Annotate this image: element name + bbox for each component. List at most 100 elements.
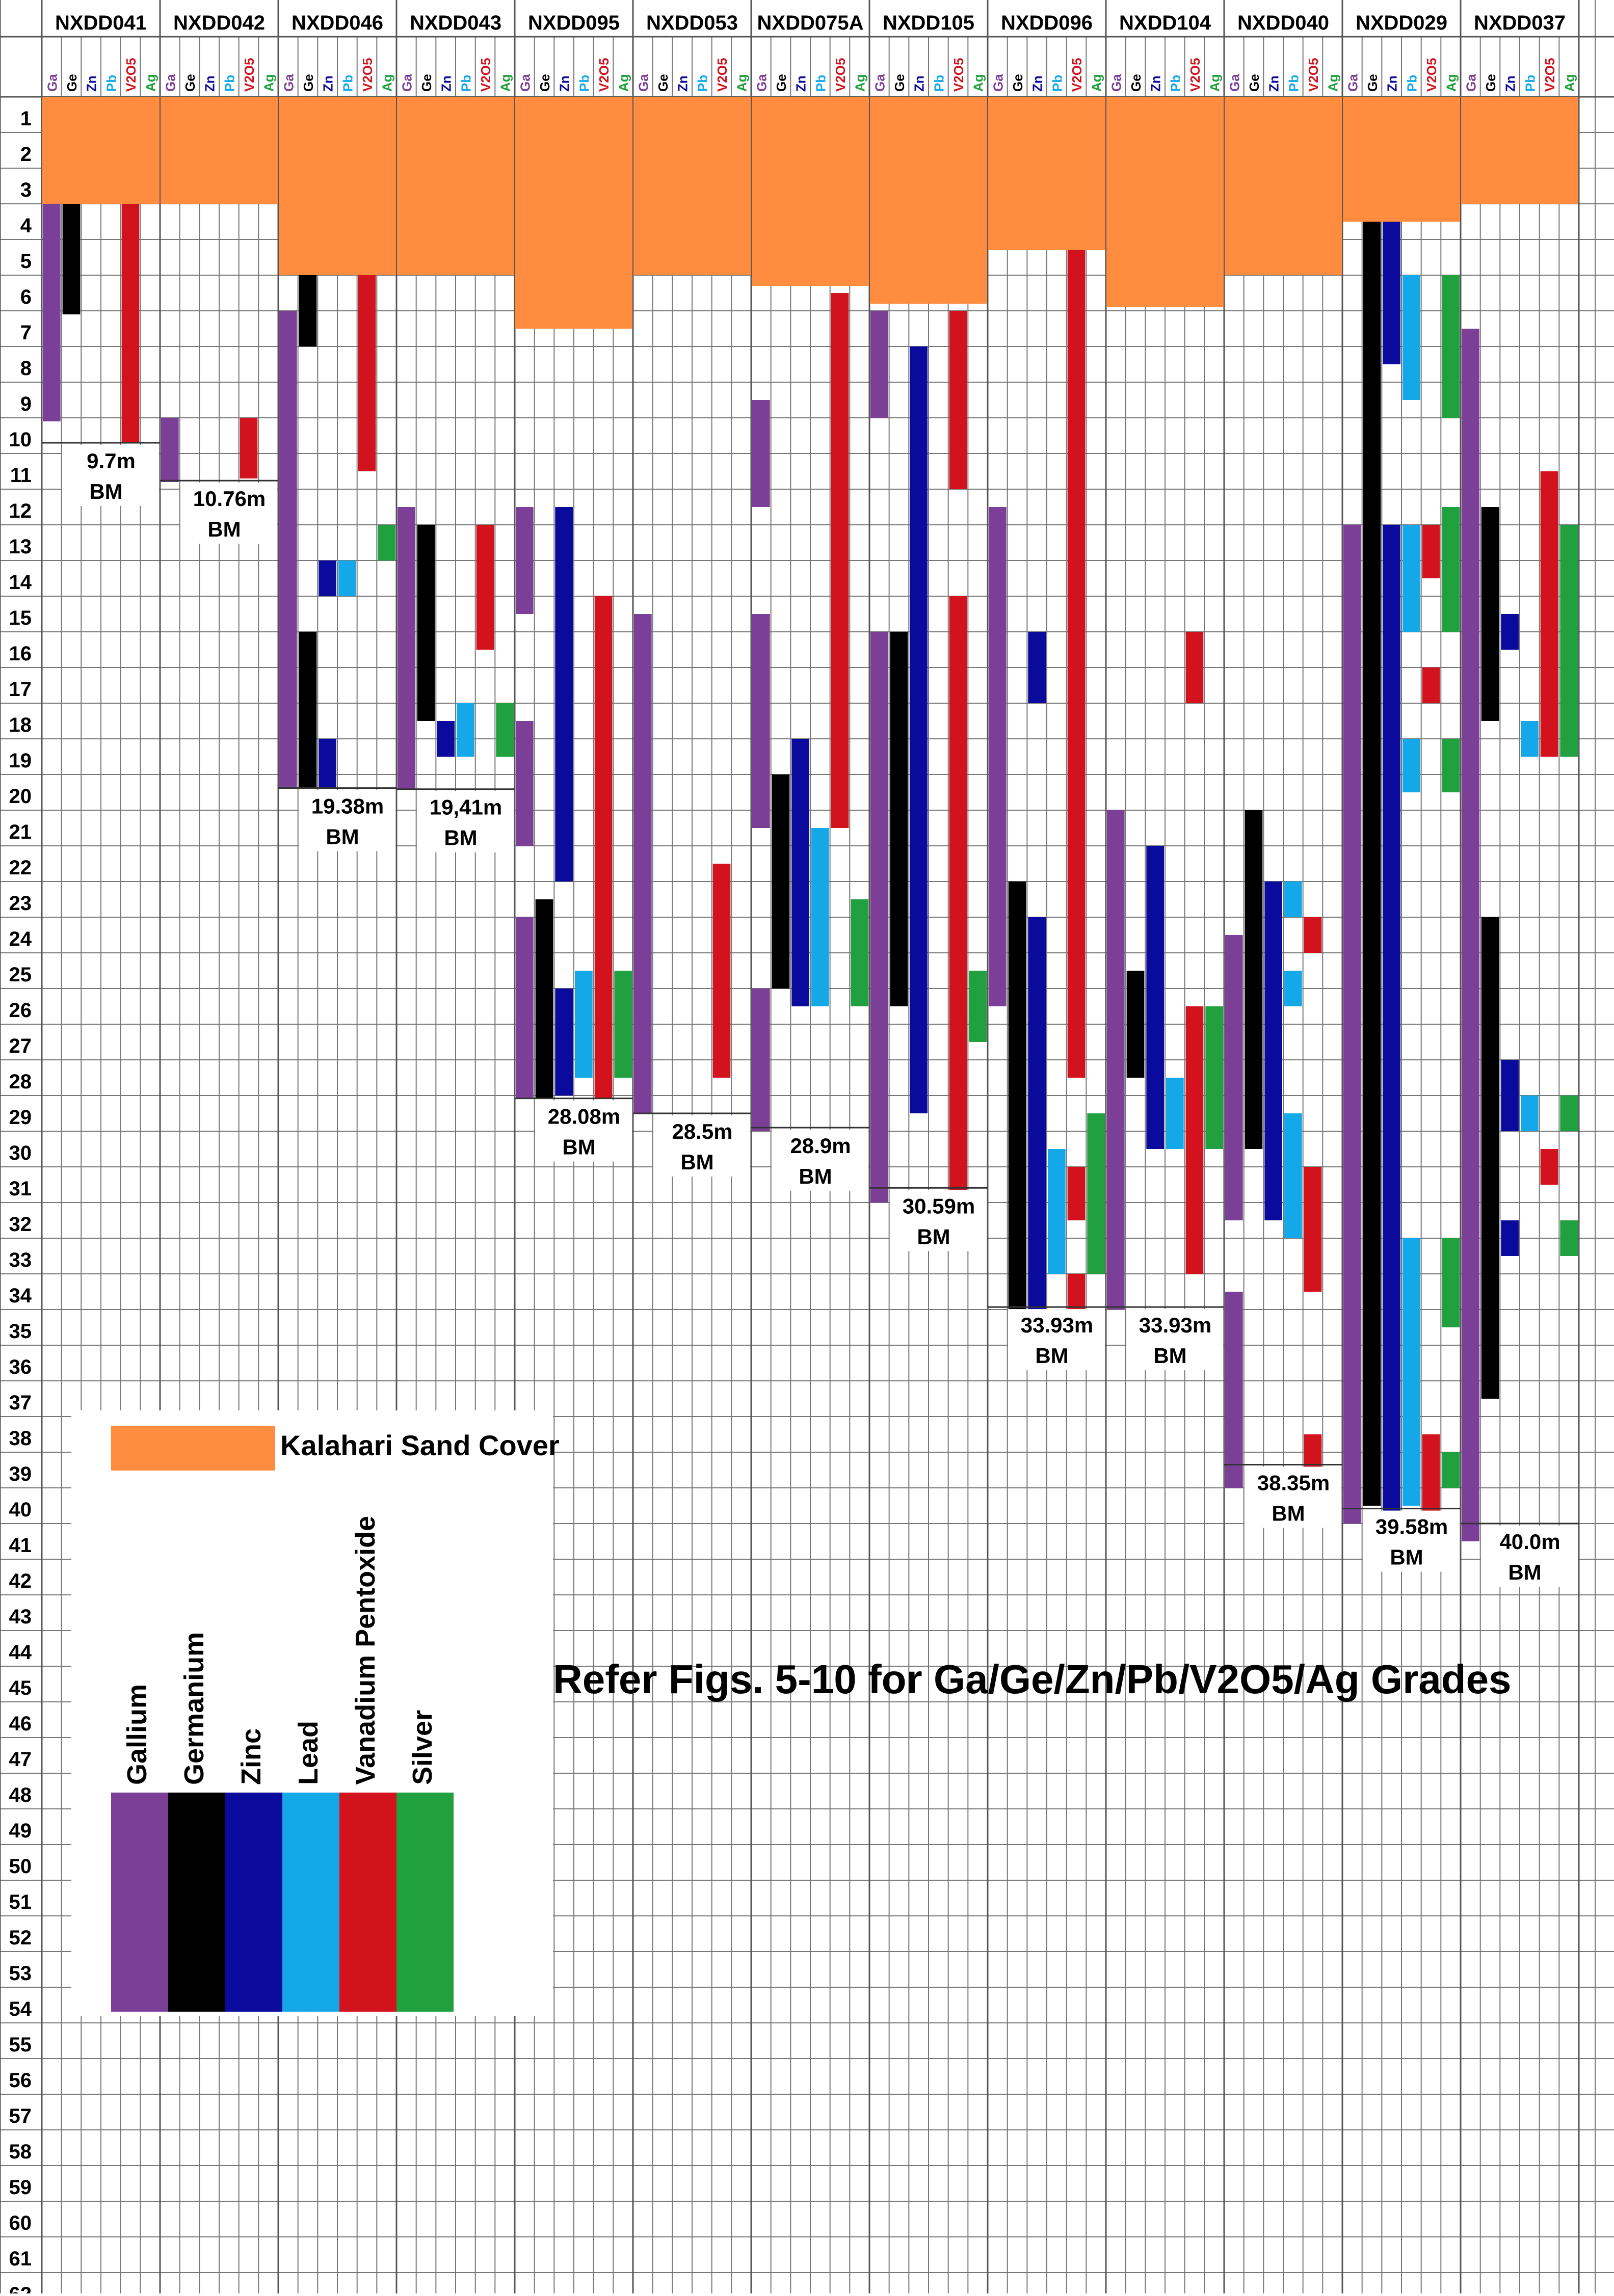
element-column-label: Ag xyxy=(1562,74,1577,92)
element-column-label: Ga xyxy=(44,74,60,92)
depth-tick-label: 35 xyxy=(9,1320,32,1343)
bm-label: BM xyxy=(89,479,122,503)
element-column-label: Ge xyxy=(1483,74,1498,92)
legend-label-text: Silver xyxy=(407,1710,438,1785)
legend-swatch-germanium xyxy=(168,1793,225,2012)
hole-id-label: NXDD053 xyxy=(646,12,738,34)
element-column-label: V2O5 xyxy=(123,58,139,92)
depth-tick-label: 1 xyxy=(20,108,32,130)
element-column-label: Ga xyxy=(1463,74,1478,92)
element-column-label: Ga xyxy=(281,74,296,92)
element-column-label: Ge xyxy=(64,74,80,92)
element-column-label: Ga xyxy=(1108,74,1124,92)
depth-tick-label: 54 xyxy=(9,1998,32,2020)
depth-tick-label: 57 xyxy=(9,2105,32,2127)
eoh-label-bg xyxy=(890,1190,987,1251)
hole-id-label: NXDD105 xyxy=(883,12,974,34)
interval-bar-ga xyxy=(752,614,770,828)
sand-cover-bar xyxy=(870,97,987,304)
interval-bar-zn xyxy=(791,739,809,1006)
sand-cover-bar xyxy=(988,97,1105,250)
interval-bar-zn xyxy=(1028,917,1046,1310)
element-column-label: Ge xyxy=(182,74,198,92)
eoh-depth-label: 9.7m xyxy=(87,449,136,473)
hole-id-label: NXDD075A xyxy=(757,12,864,34)
depth-tick-label: 24 xyxy=(9,928,32,950)
depth-tick-label: 10 xyxy=(9,429,32,451)
element-column-label: V2O5 xyxy=(715,58,730,92)
depth-tick-label: 9 xyxy=(20,393,32,415)
eoh-label-bg xyxy=(1363,1510,1460,1572)
sand-cover-bar xyxy=(1461,97,1578,204)
interval-bar-v2o5 xyxy=(1422,525,1440,578)
interval-bar-ge xyxy=(772,775,790,989)
element-column-label: V2O5 xyxy=(596,58,612,92)
eoh-label-bg xyxy=(535,1100,632,1162)
element-column-label: Pb xyxy=(1404,75,1419,92)
interval-bar-ge xyxy=(1008,882,1026,1310)
interval-bar-pb xyxy=(1048,1149,1066,1274)
depth-tick-label: 41 xyxy=(9,1534,32,1557)
interval-bar-ga xyxy=(870,311,888,418)
interval-bar-ga xyxy=(752,400,770,507)
interval-bar-ag xyxy=(1560,525,1578,757)
sand-cover-bar xyxy=(1106,97,1224,307)
depth-tick-label: 7 xyxy=(20,322,32,344)
depth-tick-label: 39 xyxy=(9,1463,32,1485)
element-column-label: V2O5 xyxy=(1187,58,1203,92)
element-column-label: Ag xyxy=(1444,74,1459,92)
element-column-label: Ag xyxy=(498,74,513,92)
depth-tick-label: 38 xyxy=(9,1427,32,1450)
element-column-label: Pb xyxy=(695,75,710,92)
interval-bar-ga xyxy=(516,507,534,614)
depth-tick-label: 22 xyxy=(9,857,32,879)
depth-tick-label: 23 xyxy=(9,892,32,915)
interval-bar-v2o5 xyxy=(831,293,849,828)
bm-label: BM xyxy=(799,1164,832,1188)
interval-bar-ge xyxy=(1481,507,1499,721)
interval-bar-ga xyxy=(1343,525,1361,1524)
eoh-label-bg xyxy=(417,791,514,852)
eoh-label-bg xyxy=(772,1130,868,1191)
bm-label: BM xyxy=(1508,1560,1541,1584)
element-column-label: Zn xyxy=(1503,75,1518,92)
interval-bar-pb xyxy=(457,703,474,757)
interval-bar-pb xyxy=(1284,882,1302,917)
eoh-label-bg xyxy=(653,1115,750,1177)
interval-bar-ag xyxy=(1560,1220,1578,1256)
interval-bar-pb xyxy=(1403,275,1420,400)
interval-bar-ge xyxy=(62,204,81,314)
element-column-label: Pb xyxy=(103,75,119,92)
legend-swatch-gallium xyxy=(111,1793,168,2012)
element-column-label: Ag xyxy=(734,74,750,92)
depth-tick-label: 19 xyxy=(9,750,32,772)
interval-bar-zn xyxy=(555,507,573,882)
element-column-label: Zn xyxy=(912,75,927,92)
element-column-label: Ge xyxy=(774,74,789,92)
legend-label-text: Zinc xyxy=(236,1728,267,1785)
legend-swatch-lead xyxy=(282,1793,339,2012)
element-column-label: Ag xyxy=(971,74,986,92)
element-column-label: V2O5 xyxy=(1306,58,1321,92)
interval-bar-pb xyxy=(1403,1238,1420,1506)
element-column-label: Ge xyxy=(892,74,907,92)
depth-tick-label: 21 xyxy=(9,821,32,843)
element-column-label: V2O5 xyxy=(478,58,493,92)
depth-tick-label: 51 xyxy=(9,1891,32,1913)
interval-bar-zn xyxy=(1501,1060,1519,1131)
element-column-label: Zn xyxy=(1385,75,1400,92)
interval-bar-zn xyxy=(555,989,573,1096)
legend-label-text: Vanadium Pentoxide xyxy=(350,1515,381,1785)
depth-tick-label: 62 xyxy=(9,2283,32,2293)
depth-tick-label: 16 xyxy=(9,643,32,665)
bm-label: BM xyxy=(917,1224,950,1248)
interval-bar-zn xyxy=(1028,632,1046,703)
sand-cover-bar xyxy=(397,97,514,275)
interval-bar-ag xyxy=(1442,1452,1460,1488)
legend: Kalahari Sand Cover Gallium Germanium Zinc… xyxy=(71,1410,560,2016)
element-column-label: Ga xyxy=(990,74,1006,92)
interval-bar-v2o5 xyxy=(712,864,731,1078)
bm-label: BM xyxy=(207,517,241,541)
element-column-label: Pb xyxy=(340,75,355,92)
element-column-label: Zn xyxy=(1148,75,1163,92)
